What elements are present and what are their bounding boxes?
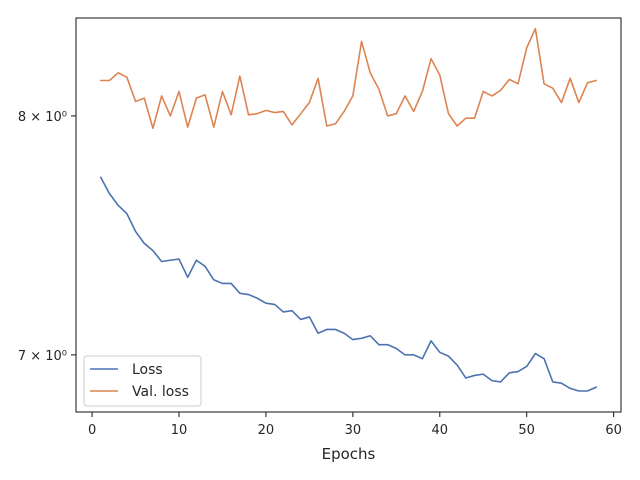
x-axis-label: Epochs — [322, 445, 376, 463]
series-line-val-loss — [99, 27, 598, 130]
series-layer — [99, 27, 598, 392]
x-tick-label: 20 — [258, 423, 275, 438]
y-tick-label: 8 × 10⁰ — [18, 110, 67, 125]
x-axis: 0 10 20 30 40 50 60 — [88, 412, 622, 438]
legend: Loss Val. loss — [83, 355, 202, 407]
legend-label-val-loss: Val. loss — [132, 384, 189, 400]
legend-label-loss: Loss — [132, 362, 163, 378]
x-tick-label: 60 — [605, 423, 622, 438]
x-tick-label: 40 — [431, 423, 448, 438]
y-tick-label: 7 × 10⁰ — [18, 349, 67, 364]
y-axis: 7 × 10⁰ 8 × 10⁰ — [18, 110, 76, 364]
plot-frame — [75, 17, 622, 413]
x-tick-label: 10 — [171, 423, 188, 438]
x-tick-label: 30 — [345, 423, 362, 438]
x-tick-label: 50 — [518, 423, 535, 438]
series-line-loss — [99, 176, 598, 392]
x-tick-label: 0 — [88, 423, 96, 438]
